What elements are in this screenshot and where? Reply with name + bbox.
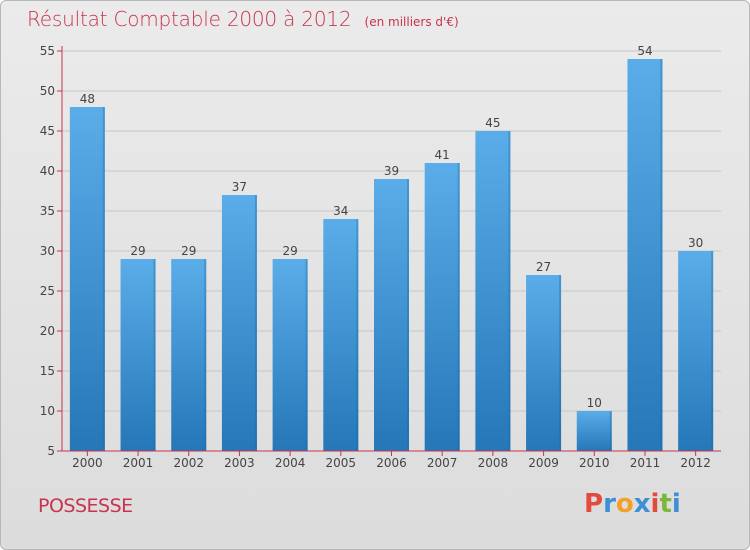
x-tick-label: 2001 xyxy=(123,456,154,470)
axes: 5 10 15 20 25 30 35 40 45 50 55 2000 2001 2002 2003 200… xyxy=(40,44,721,470)
y-tick-label: 20 xyxy=(40,324,55,338)
bar-2007 xyxy=(424,163,460,451)
bar-2006 xyxy=(374,179,409,451)
commune-name: POSSESSE xyxy=(38,495,133,517)
data-label: 39 xyxy=(384,164,399,178)
bars: 48 29 29 37 29 34 39 41 45 27 10 54 30 xyxy=(69,44,714,451)
bar-shade xyxy=(204,259,207,451)
bar-shade xyxy=(254,195,257,451)
data-label: 48 xyxy=(80,92,95,106)
data-label: 41 xyxy=(435,148,450,162)
y-tick-label: 45 xyxy=(40,124,55,138)
chart-title: Résultat Comptable 2000 à 2012 xyxy=(27,7,352,31)
y-tick-label: 5 xyxy=(47,444,55,458)
data-label: 29 xyxy=(130,244,145,258)
bar-shade xyxy=(609,411,612,451)
x-tick-label: 2008 xyxy=(478,456,509,470)
x-tick-label: 2006 xyxy=(376,456,407,470)
data-label: 10 xyxy=(587,396,602,410)
x-tick-label: 2009 xyxy=(528,456,559,470)
data-label: 27 xyxy=(536,260,551,274)
bar-shade xyxy=(102,107,105,451)
bar-2003 xyxy=(221,195,257,451)
logo-letter: x xyxy=(633,489,651,519)
y-tick-label: 10 xyxy=(40,404,55,418)
logo-letter: i xyxy=(650,489,660,519)
y-tick-label: 35 xyxy=(40,204,55,218)
logo-letter: o xyxy=(615,489,634,519)
data-label: 30 xyxy=(688,236,703,250)
bar-shade xyxy=(660,59,663,451)
x-tick-label: 2000 xyxy=(72,456,103,470)
bar-shade xyxy=(407,179,409,451)
y-tick-label: 40 xyxy=(40,164,55,178)
data-label: 34 xyxy=(333,204,348,218)
y-tick-label: 55 xyxy=(40,44,55,58)
x-tick-label: 2012 xyxy=(680,456,711,470)
bar-2010 xyxy=(576,411,612,451)
x-tick-label: 2002 xyxy=(173,456,204,470)
bar-shade xyxy=(508,131,511,451)
bar-2002 xyxy=(171,259,207,451)
bar-shade xyxy=(356,219,359,451)
bar-2005 xyxy=(323,219,359,451)
bar-2001 xyxy=(120,259,156,451)
bar-shade xyxy=(457,163,460,451)
y-tick-label: 30 xyxy=(40,244,55,258)
bar-2009 xyxy=(526,275,562,451)
x-tick-label: 2007 xyxy=(427,456,458,470)
bar-shade xyxy=(711,251,714,451)
bar-2012 xyxy=(678,251,714,451)
logo-letter: i xyxy=(671,489,681,519)
bar-shade xyxy=(559,275,562,451)
data-label: 54 xyxy=(637,44,652,58)
logo-letter: t xyxy=(659,489,672,519)
bar-2008 xyxy=(475,131,511,451)
bar-2000 xyxy=(69,107,105,451)
data-label: 29 xyxy=(282,244,297,258)
bar-2011 xyxy=(627,59,663,451)
y-tick-label: 25 xyxy=(40,284,55,298)
x-tick-label: 2005 xyxy=(326,456,357,470)
x-tick-label: 2010 xyxy=(579,456,610,470)
y-tick-label: 15 xyxy=(40,364,55,378)
x-tick-label: 2003 xyxy=(224,456,255,470)
logo-letter: P xyxy=(584,489,604,519)
x-tick-label: 2004 xyxy=(275,456,306,470)
bar-shade xyxy=(305,259,308,451)
y-tick-label: 50 xyxy=(40,84,55,98)
logo-letter: r xyxy=(603,489,616,519)
chart-header: Résultat Comptable 2000 à 2012 (en milli… xyxy=(27,7,459,31)
data-label: 29 xyxy=(181,244,196,258)
data-label: 37 xyxy=(232,180,247,194)
bar-shade xyxy=(153,259,156,451)
proxiti-logo[interactable]: Proxiti xyxy=(584,489,681,519)
data-label: 45 xyxy=(485,116,500,130)
chart-subtitle: (en milliers d'€) xyxy=(364,15,459,29)
x-tick-label: 2011 xyxy=(630,456,661,470)
bar-2004 xyxy=(272,259,308,451)
